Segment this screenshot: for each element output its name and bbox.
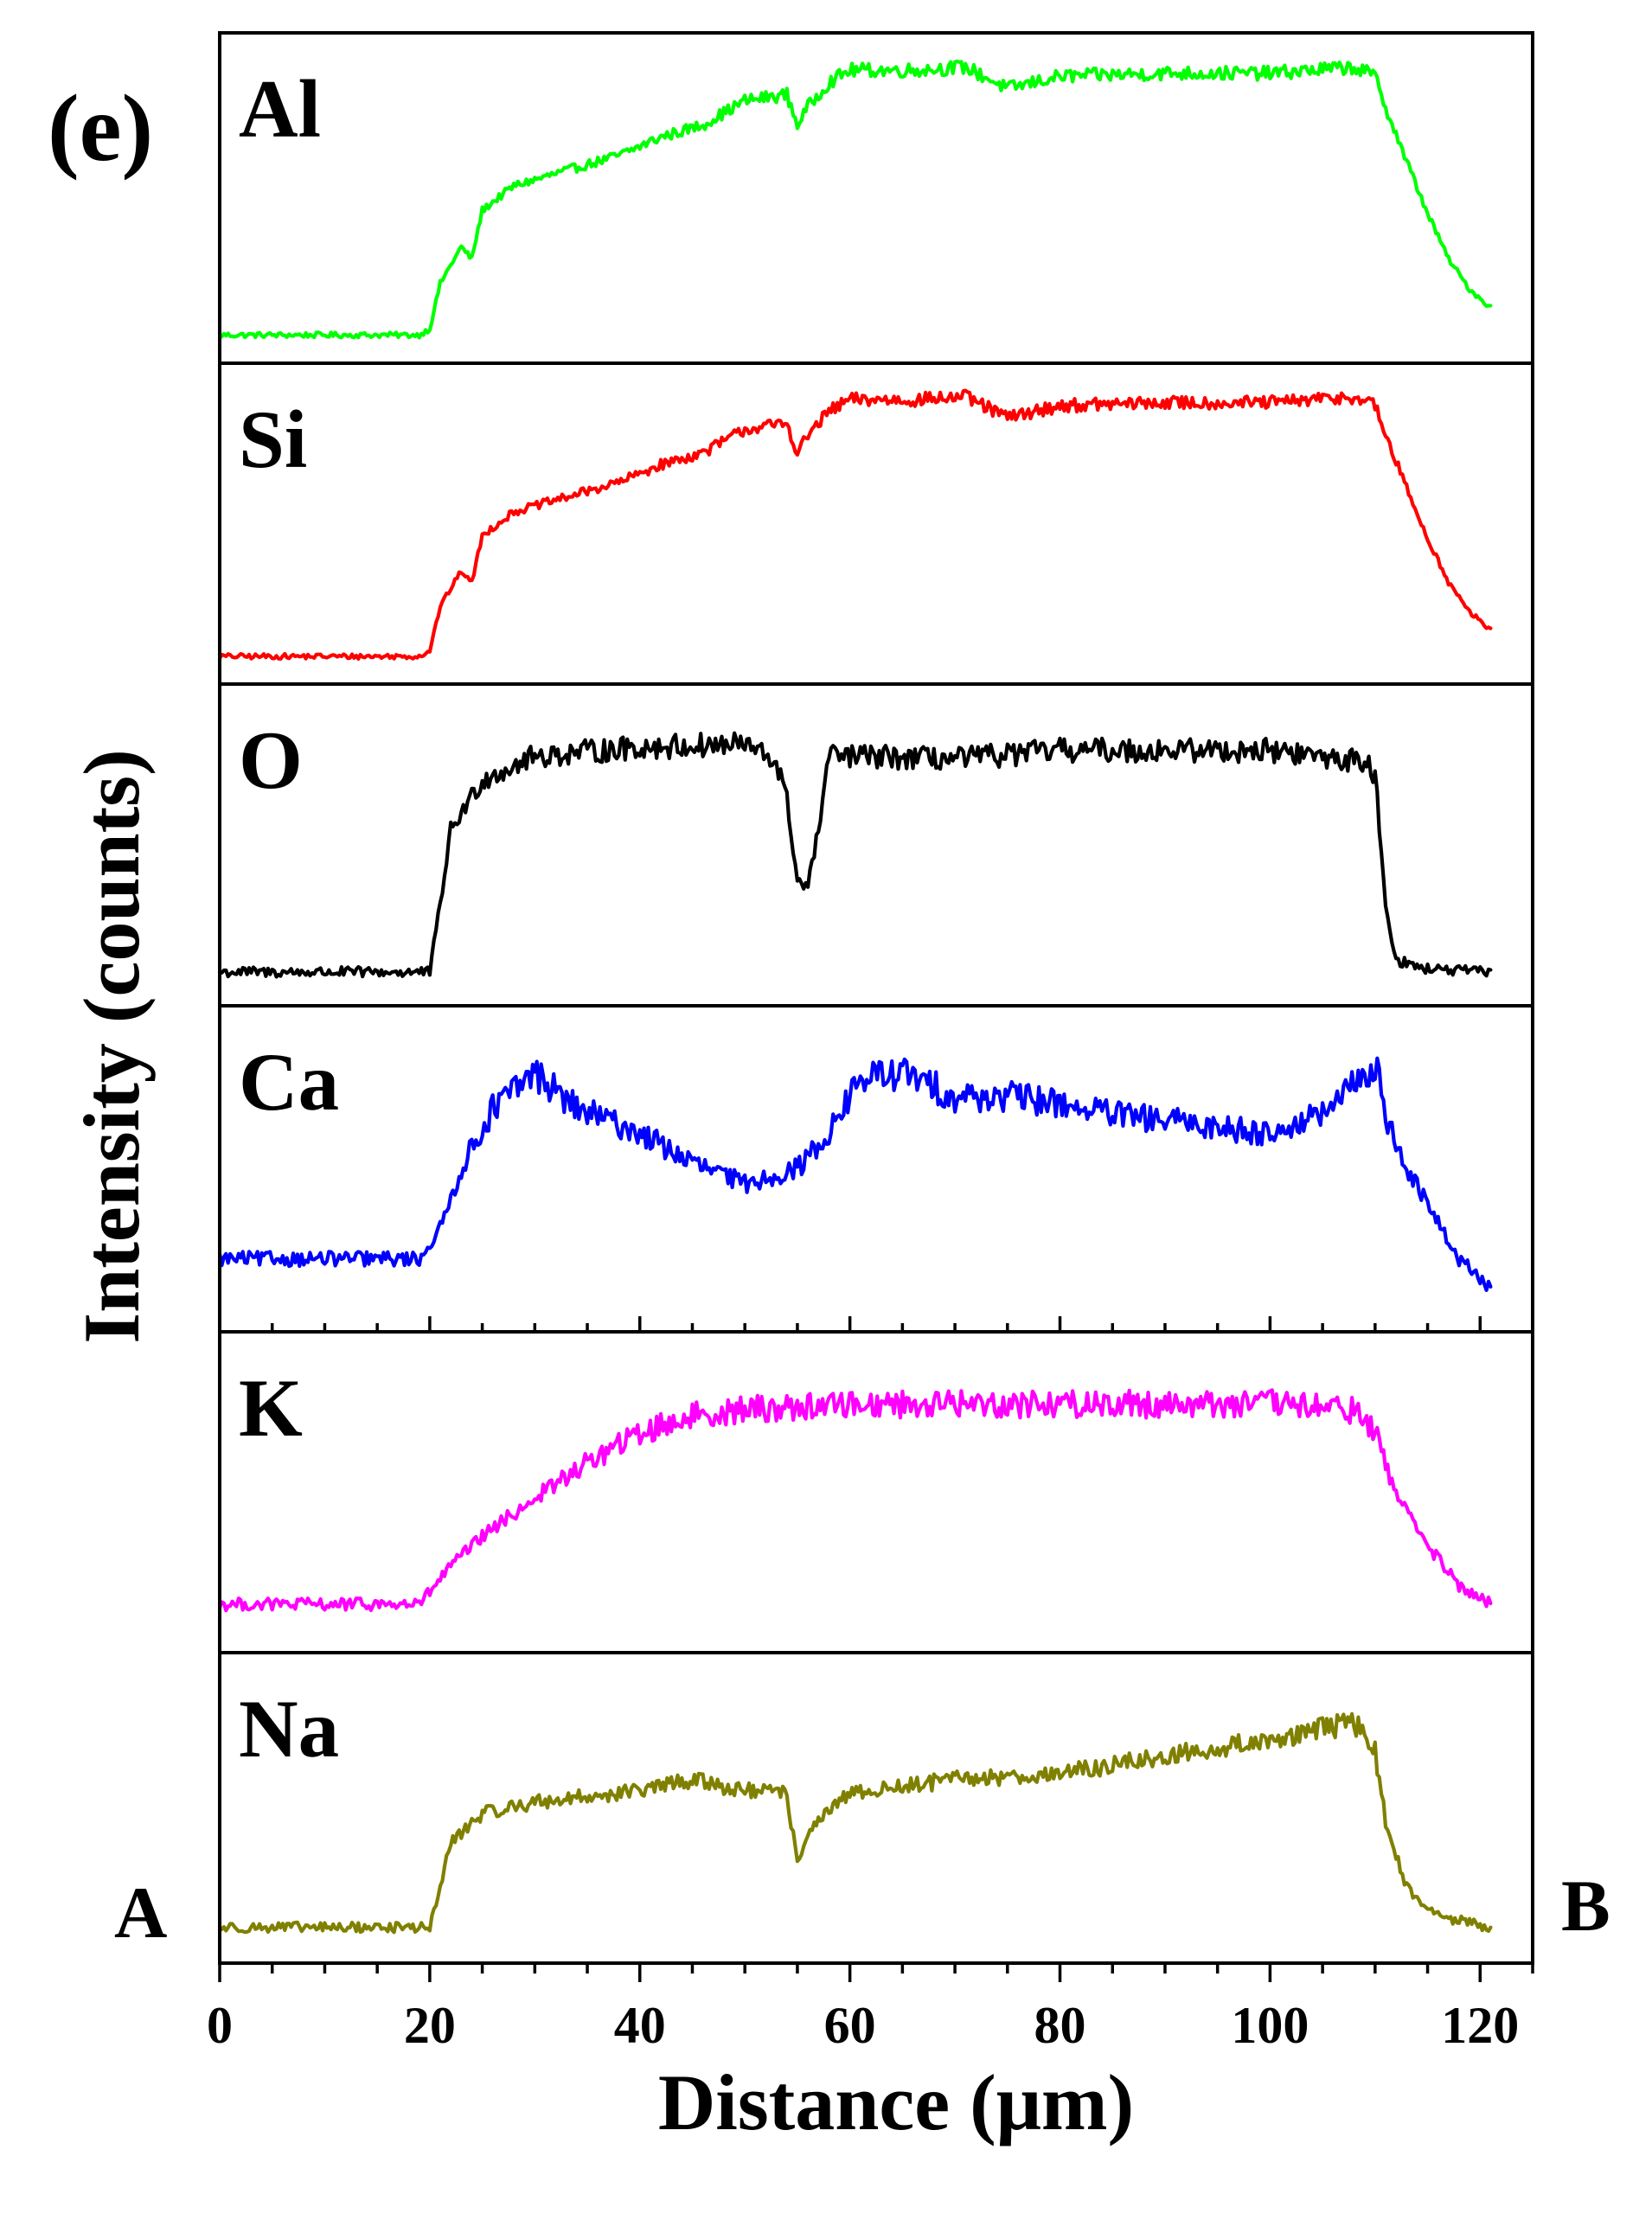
panel-frame-si <box>218 361 1534 686</box>
start-point-label: A <box>114 1872 167 1954</box>
series-line-na <box>217 1711 1493 1935</box>
panel-label-al: Al <box>239 63 321 155</box>
x-tick-label-80: 80 <box>1034 1997 1086 2054</box>
x-tick-label-100: 100 <box>1231 1997 1309 2054</box>
series-line-al <box>217 59 1493 340</box>
end-point-label: B <box>1561 1865 1610 1947</box>
panel-label-si: Si <box>239 393 307 485</box>
trace-layer <box>217 59 1493 1935</box>
y-axis-title: Intensity (counts) <box>67 749 156 1343</box>
x-tick-label-60: 60 <box>824 1997 876 2054</box>
panel-frames <box>218 31 1534 1965</box>
x-axis: 0 20 40 60 80 100 120 <box>207 1963 1534 2054</box>
panel-frame-al <box>218 31 1534 365</box>
series-line-o <box>217 731 1493 979</box>
series-line-si <box>217 388 1493 662</box>
panel-label-ca: Ca <box>239 1036 339 1128</box>
x-tick-label-0: 0 <box>207 1997 233 2054</box>
panel-tag: (e) <box>48 75 153 181</box>
panel-label-na: Na <box>239 1683 339 1775</box>
panel-frame-ca <box>218 1004 1534 1334</box>
x-tick-label-120: 120 <box>1441 1997 1519 2054</box>
x-tick-label-40: 40 <box>614 1997 666 2054</box>
panel-frame-k <box>218 1330 1534 1654</box>
tick-layer <box>218 1316 1534 1332</box>
x-axis-title: Distance (μm) <box>658 2058 1134 2146</box>
panel-frame-na <box>218 1651 1534 1965</box>
panel-frame-o <box>218 682 1534 1008</box>
panel-label-k: K <box>239 1362 303 1454</box>
panel-label-o: O <box>239 714 303 806</box>
panel-labels: Al Si O Ca K Na <box>239 63 339 1775</box>
x-tick-label-20: 20 <box>404 1997 456 2054</box>
series-line-ca <box>217 1056 1493 1293</box>
series-line-k <box>217 1388 1493 1613</box>
